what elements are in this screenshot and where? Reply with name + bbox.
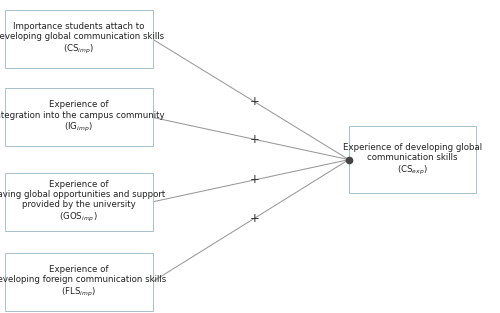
- FancyBboxPatch shape: [5, 253, 152, 310]
- Text: +: +: [250, 95, 260, 108]
- Text: Experience of developing global
communication skills
(CS$_{exp}$): Experience of developing global communic…: [343, 142, 482, 177]
- FancyBboxPatch shape: [5, 10, 152, 68]
- FancyBboxPatch shape: [349, 126, 476, 193]
- Text: Experience of
having global opportunities and support
provided by the university: Experience of having global opportunitie…: [0, 180, 166, 224]
- Text: Experience of
developing foreign communication skills
(FLS$_{imp}$): Experience of developing foreign communi…: [0, 264, 166, 299]
- Text: Importance students attach to
developing global communication skills
(CS$_{imp}$: Importance students attach to developing…: [0, 22, 164, 56]
- Text: +: +: [250, 173, 260, 187]
- Text: Experience of
integration into the campus community
(IG$_{imp}$): Experience of integration into the campu…: [0, 100, 164, 135]
- Text: +: +: [250, 133, 260, 146]
- FancyBboxPatch shape: [5, 173, 152, 231]
- Text: +: +: [250, 212, 260, 225]
- FancyBboxPatch shape: [5, 88, 152, 146]
